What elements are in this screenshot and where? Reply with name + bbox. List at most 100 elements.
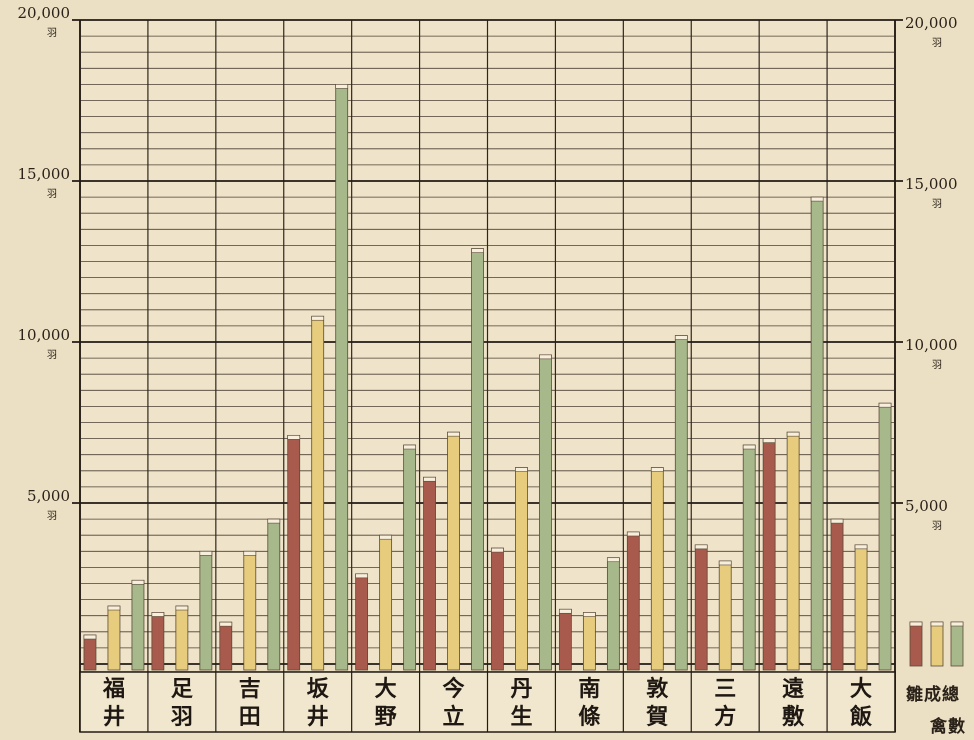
bar: [762, 438, 776, 671]
category-label-top: 吉: [239, 676, 261, 702]
bar: [471, 248, 484, 671]
bar-cap: [267, 518, 281, 524]
y-unit-label-right: 羽: [932, 37, 942, 49]
category-label-bottom: 生: [510, 704, 532, 730]
bar-cap: [786, 431, 800, 437]
category-label-bottom: 條: [578, 704, 600, 730]
y-tick-label-left: 20,000: [18, 4, 71, 22]
bar-cap: [539, 354, 552, 360]
bar-cap: [607, 557, 620, 563]
bar-cap: [742, 444, 756, 450]
category-label-top: 三: [714, 676, 736, 702]
bar: [582, 612, 596, 671]
category-label-bottom: 敷: [782, 704, 805, 730]
bar: [267, 518, 281, 671]
legend-swatch: [930, 621, 944, 667]
y-unit-label-left: 羽: [47, 349, 57, 361]
bar: [403, 444, 417, 671]
category-label-bottom: 田: [239, 704, 261, 730]
bar-cap: [762, 438, 776, 443]
bar: [694, 544, 708, 671]
bar: [175, 605, 189, 671]
bar-cap: [447, 431, 460, 437]
bar-cap: [379, 534, 392, 540]
category-label-top: 南: [578, 676, 600, 702]
y-unit-label-left: 羽: [47, 188, 57, 200]
bar: [219, 621, 233, 671]
y-tick-label-right: 15,000: [905, 175, 958, 193]
bar: [539, 354, 552, 671]
bar: [854, 544, 868, 671]
bar: [718, 560, 732, 671]
bar: [83, 634, 97, 671]
category-label-top: 大: [850, 676, 872, 702]
bar-cap: [107, 605, 121, 611]
bar: [335, 84, 349, 671]
y-unit-label-left: 羽: [47, 27, 57, 39]
bar-cap: [626, 531, 640, 537]
bar: [287, 434, 301, 671]
bar: [830, 518, 844, 671]
bar: [491, 547, 504, 671]
legend-label-series: 雛成總: [906, 685, 960, 705]
bar-cap: [311, 315, 325, 321]
category-label-bottom: 井: [103, 704, 125, 730]
bar-cap: [355, 573, 368, 579]
bar-cap: [243, 550, 257, 556]
bar-cap: [718, 560, 732, 566]
category-label-top: 遠: [782, 676, 804, 702]
legend-swatch-cap: [950, 621, 964, 627]
legend-swatch: [909, 621, 923, 667]
y-tick-label-right: 10,000: [905, 336, 958, 354]
bar-cap: [83, 634, 97, 640]
category-label-bottom: 方: [714, 704, 736, 730]
bar-cap: [830, 518, 844, 524]
legend-swatch: [950, 621, 964, 667]
y-unit-label-right: 羽: [932, 198, 942, 210]
bar: [107, 605, 121, 671]
bar: [878, 402, 892, 671]
bar-cap: [335, 84, 349, 89]
bar-cap: [423, 476, 436, 482]
category-label-top: 大: [375, 676, 397, 702]
bar-cap: [471, 248, 484, 253]
bar-cap: [199, 550, 213, 556]
category-label-top: 足: [171, 676, 193, 702]
category-label-bottom: 飯: [849, 704, 872, 730]
legend-swatch-cap: [930, 621, 944, 627]
bar-cap: [403, 444, 416, 450]
bar: [626, 531, 640, 671]
bar: [742, 444, 756, 671]
bar: [379, 534, 393, 671]
bar: [311, 315, 325, 671]
bar-cap: [854, 544, 868, 550]
y-unit-label-left: 羽: [47, 510, 57, 522]
bar: [674, 335, 688, 671]
bar: [650, 467, 664, 671]
y-tick-label-right: 20,000: [905, 14, 958, 32]
bar: [447, 431, 460, 671]
bar: [810, 196, 824, 671]
bar-cap: [151, 612, 165, 617]
legend-swatch-cap: [909, 621, 923, 627]
bar-cap: [559, 608, 572, 614]
category-label-bottom: 羽: [171, 704, 193, 730]
category-label-top: 丹: [510, 676, 532, 702]
category-label-top: 福: [102, 676, 125, 702]
bar: [199, 550, 213, 671]
y-unit-label-right: 羽: [932, 520, 942, 532]
y-tick-label-left: 5,000: [27, 487, 70, 505]
y-tick-label-left: 10,000: [18, 326, 71, 344]
category-label-top: 坂: [307, 676, 330, 702]
bar: [423, 476, 436, 671]
bar-cap: [810, 196, 824, 202]
legend-label-count: 禽數: [930, 717, 966, 737]
bar-cap: [131, 579, 145, 585]
bar-cap: [515, 467, 528, 472]
bar: [558, 608, 572, 671]
category-label-bottom: 立: [443, 704, 465, 730]
y-tick-label-right: 5,000: [905, 497, 948, 515]
bar: [786, 431, 800, 671]
bar-cap: [491, 547, 504, 553]
